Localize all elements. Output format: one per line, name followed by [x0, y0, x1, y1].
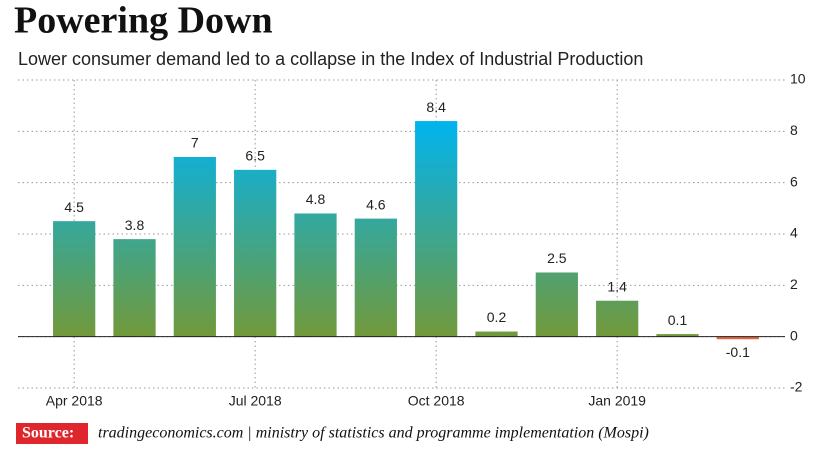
value-label: 4.8 [306, 191, 326, 207]
y-tick-label: 4 [790, 225, 798, 241]
source-text: tradingeconomics.com | ministry of stati… [98, 425, 649, 442]
x-tick-label: Jul 2018 [229, 393, 282, 409]
value-label: 0.1 [668, 312, 688, 328]
value-label: 7 [191, 135, 199, 151]
bar [415, 121, 458, 337]
chart-title: Powering Down [14, 0, 273, 42]
value-label: 2.5 [547, 250, 567, 266]
y-tick-label: -2 [790, 379, 803, 395]
bar [173, 157, 216, 337]
bar [716, 336, 759, 340]
value-label: 8.4 [426, 99, 446, 115]
y-tick-label: 2 [790, 276, 798, 292]
bar [475, 331, 518, 337]
value-label: -0.1 [726, 344, 750, 360]
bar [596, 300, 639, 337]
source-label: Source: [22, 425, 74, 442]
chart-subtitle: Lower consumer demand led to a collapse … [18, 49, 643, 69]
value-label: 0.2 [487, 309, 507, 325]
value-label: 4.5 [64, 199, 84, 215]
bar [53, 221, 96, 337]
x-tick-label: Oct 2018 [408, 393, 465, 409]
value-label: 3.8 [125, 217, 145, 233]
x-tick-label: Jan 2019 [588, 393, 646, 409]
y-tick-label: 0 [790, 327, 798, 343]
x-tick-label: Apr 2018 [46, 393, 103, 409]
value-label: 6.5 [245, 148, 265, 164]
source-badge [16, 423, 88, 444]
y-tick-label: 6 [790, 173, 798, 189]
bar [656, 334, 699, 337]
bar [354, 218, 397, 337]
y-tick-label: 8 [790, 122, 798, 138]
bar [234, 169, 277, 337]
bar [113, 239, 156, 337]
bar [294, 213, 337, 337]
bar [535, 272, 578, 337]
value-label: 1.4 [607, 278, 627, 294]
y-tick-label: 10 [790, 71, 806, 87]
value-label: 4.6 [366, 196, 386, 212]
